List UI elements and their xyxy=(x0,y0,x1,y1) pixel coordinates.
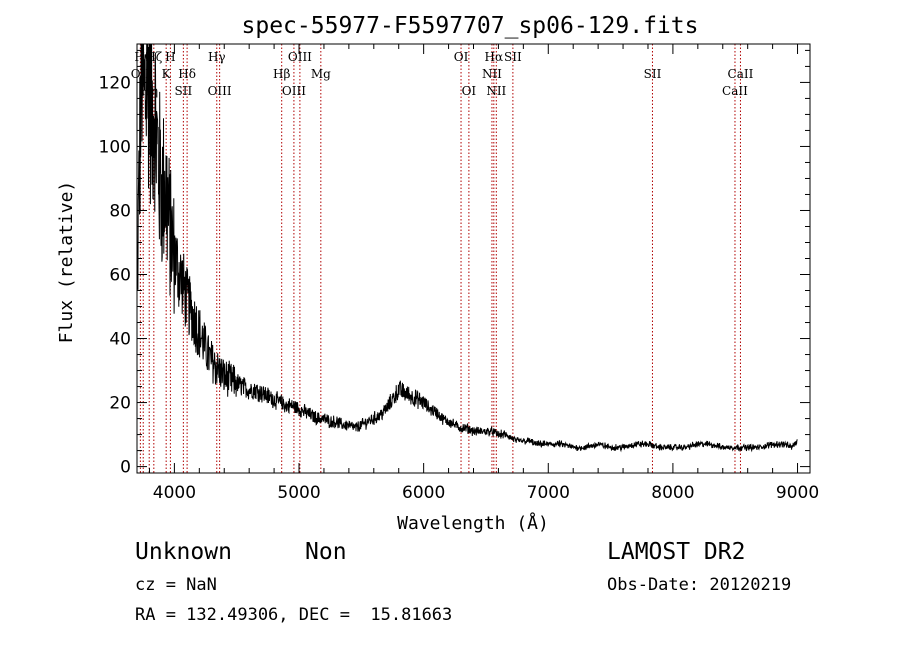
observation-date: Obs-Date: 20120219 xyxy=(607,575,791,595)
line-marker-label: H xyxy=(165,50,175,64)
line-marker-label: Hγ xyxy=(208,50,226,64)
line-markers xyxy=(139,44,741,473)
y-tick-label: 100 xyxy=(99,137,131,157)
plot-frame xyxy=(136,43,811,474)
line-marker-label: Hβ xyxy=(273,67,290,81)
x-tick-label: 8000 xyxy=(651,483,694,503)
line-marker-label: SII xyxy=(504,50,522,64)
coordinates: RA = 132.49306, DEC = 15.81663 xyxy=(135,605,452,625)
object-class: Unknown xyxy=(135,539,232,565)
line-marker-label: OI xyxy=(454,50,469,64)
x-axis-label: Wavelength (Å) xyxy=(397,512,549,534)
survey-name: LAMOST DR2 xyxy=(607,539,745,565)
spectrum-line xyxy=(136,43,798,453)
chart-title: spec-55977-F5597707_sp06-129.fits xyxy=(242,13,699,39)
x-tick-label: 9000 xyxy=(776,483,819,503)
y-axis: 0 20 40 60 80 100 120 xyxy=(99,49,810,478)
line-marker-label: OIII xyxy=(282,84,306,98)
line-marker-label: NII xyxy=(486,84,506,98)
y-tick-label: 60 xyxy=(109,266,131,286)
line-marker-label: K xyxy=(162,67,172,81)
y-tick-label: 120 xyxy=(99,73,131,93)
line-marker-label: CaII xyxy=(728,67,754,81)
redshift-cz: cz = NaN xyxy=(135,575,217,595)
line-marker-label: CaII xyxy=(722,84,748,98)
line-marker-label: OI xyxy=(462,84,477,98)
line-marker-label: SII xyxy=(175,84,193,98)
line-marker-label: Hα xyxy=(485,50,504,64)
y-tick-label: 80 xyxy=(109,201,131,221)
line-marker-labels: OIIHθHηHζKHSIIHδHγOIIIHβOIIIOIIIMgOIOINI… xyxy=(131,50,754,98)
y-axis-label: Flux (relative) xyxy=(56,181,77,344)
x-axis: 4000 5000 6000 7000 8000 9000 xyxy=(148,44,819,503)
x-tick-label: 7000 xyxy=(527,483,570,503)
object-subclass: Non xyxy=(305,539,347,565)
line-marker-label: OIII xyxy=(288,50,312,64)
line-marker-label: OIII xyxy=(208,84,232,98)
x-tick-label: 6000 xyxy=(402,483,445,503)
y-tick-label: 40 xyxy=(109,330,131,350)
y-tick-label: 20 xyxy=(109,394,131,414)
line-marker-label: SII xyxy=(644,67,662,81)
x-tick-label: 4000 xyxy=(153,483,196,503)
line-marker-label: Mg xyxy=(311,67,331,81)
line-marker-label: Hδ xyxy=(178,67,196,81)
x-tick-label: 5000 xyxy=(277,483,320,503)
y-tick-label: 0 xyxy=(120,458,131,478)
line-marker-label: NII xyxy=(482,67,502,81)
